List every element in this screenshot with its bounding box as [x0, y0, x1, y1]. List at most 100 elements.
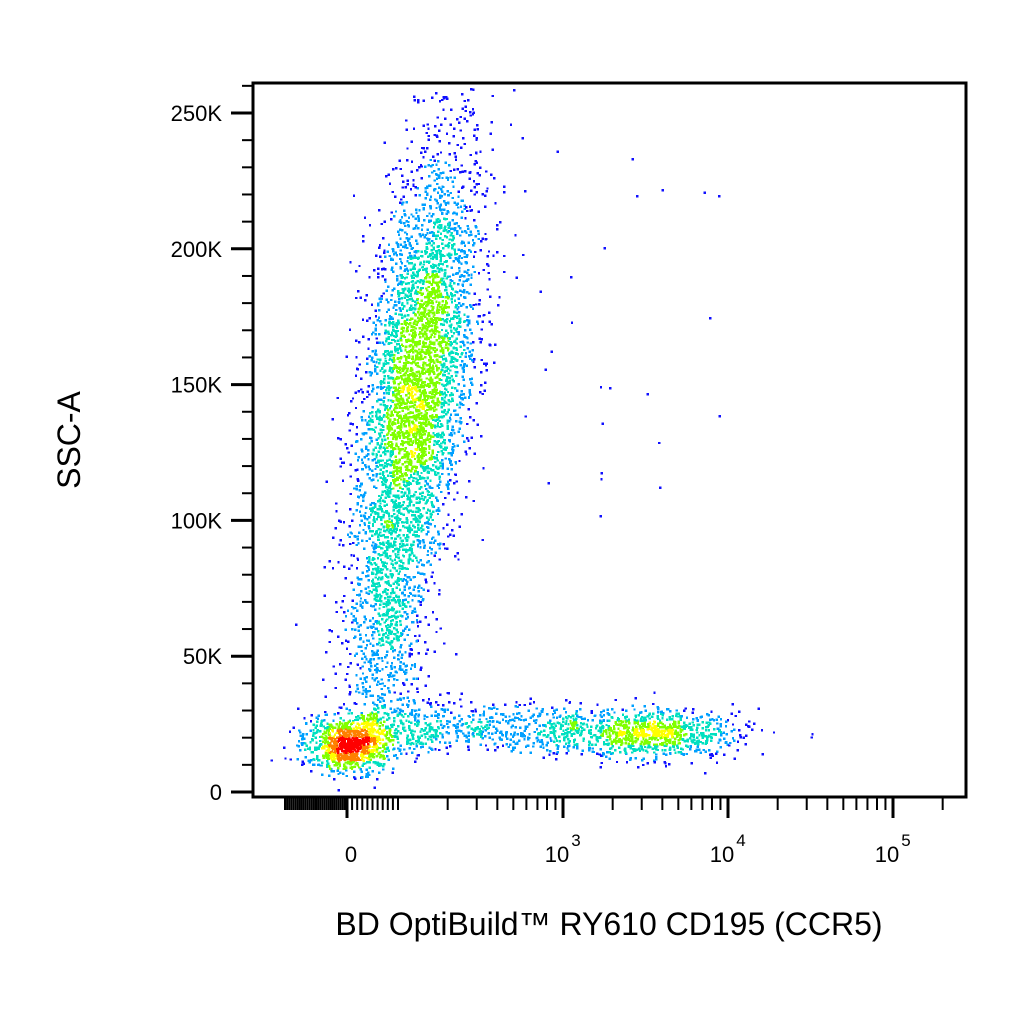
event-dot: [356, 764, 359, 767]
event-dot: [419, 291, 422, 294]
event-dot: [572, 727, 575, 730]
event-dot: [302, 742, 305, 745]
event-dot: [745, 723, 748, 726]
event-dot: [414, 469, 418, 473]
event-dot: [384, 496, 388, 500]
event-dot: [642, 729, 646, 732]
event-dot: [407, 282, 410, 285]
event-dot: [359, 600, 362, 603]
event-dot: [689, 728, 692, 732]
event-dot: [401, 710, 404, 713]
event-dot: [629, 744, 632, 748]
event-dot: [462, 392, 465, 396]
event-dot: [360, 744, 363, 747]
event-dot: [417, 396, 421, 400]
event-dot: [376, 410, 379, 413]
event-dot: [389, 558, 392, 561]
event-dot: [383, 728, 387, 731]
event-dot: [455, 342, 458, 345]
event-dot: [399, 381, 402, 384]
event-dot: [420, 529, 423, 533]
event-dot: [660, 729, 663, 732]
event-dot: [446, 313, 449, 317]
event-dot: [720, 732, 723, 736]
event-dot: [432, 246, 435, 249]
event-dot: [432, 409, 436, 412]
event-dot: [413, 267, 416, 271]
event-dot: [387, 376, 390, 380]
event-dot: [301, 743, 304, 747]
event-dot: [630, 733, 634, 736]
event-dot: [600, 761, 603, 765]
event-dot: [432, 232, 435, 235]
event-dot: [606, 739, 609, 742]
event-dot: [405, 419, 409, 423]
event-dot: [328, 774, 331, 777]
event-dot: [378, 725, 381, 728]
event-dot: [503, 191, 506, 194]
event-dot: [379, 320, 382, 323]
event-dot: [431, 273, 434, 276]
event-dot: [406, 386, 409, 390]
event-dot: [336, 396, 339, 400]
event-dot: [455, 729, 459, 732]
event-dot: [441, 238, 444, 242]
event-dot: [411, 420, 414, 423]
event-dot: [521, 136, 524, 140]
event-dot: [317, 714, 321, 717]
event-dot: [635, 725, 638, 728]
event-dot: [420, 471, 423, 475]
event-dot: [371, 414, 374, 418]
event-dot: [372, 712, 376, 716]
event-dot: [424, 443, 427, 446]
event-dot: [437, 713, 441, 716]
event-dot: [449, 369, 452, 372]
event-dot: [346, 762, 349, 765]
event-dot: [430, 324, 433, 327]
event-dot: [422, 282, 425, 286]
event-dot: [345, 769, 348, 772]
event-dot: [580, 730, 583, 733]
event-dot: [437, 703, 440, 707]
event-dot: [470, 87, 473, 91]
event-dot: [448, 241, 451, 245]
event-dot: [682, 738, 685, 741]
event-dot: [481, 737, 484, 740]
event-dot: [724, 720, 728, 723]
event-dot: [472, 265, 475, 268]
event-dot: [430, 714, 433, 718]
event-dot: [382, 743, 385, 746]
event-dot: [461, 290, 465, 294]
event-dot: [447, 343, 451, 346]
event-dot: [617, 732, 621, 736]
event-dot: [731, 736, 735, 740]
event-dot: [547, 721, 551, 724]
event-dot: [469, 230, 473, 233]
event-dot: [288, 730, 292, 733]
event-dot: [499, 737, 502, 741]
event-dot: [644, 709, 647, 712]
event-dot: [539, 713, 542, 716]
event-dot: [421, 745, 424, 748]
event-dot: [661, 742, 664, 745]
event-dot: [435, 714, 439, 717]
event-dot: [556, 721, 559, 725]
event-dot: [513, 746, 516, 749]
event-dot: [421, 313, 424, 316]
event-dot: [355, 485, 359, 488]
event-dot: [373, 548, 376, 551]
event-dot: [544, 725, 548, 728]
event-dot: [701, 727, 704, 730]
event-dot: [434, 332, 437, 335]
event-dot: [343, 744, 346, 747]
event-dot: [431, 234, 435, 237]
event-dot: [432, 510, 435, 513]
event-dot: [471, 732, 475, 735]
event-dot: [599, 754, 603, 758]
event-dot: [414, 718, 417, 722]
event-dot: [387, 758, 391, 761]
event-dot: [436, 433, 439, 436]
event-dot: [463, 296, 467, 299]
event-dot: [372, 718, 375, 721]
